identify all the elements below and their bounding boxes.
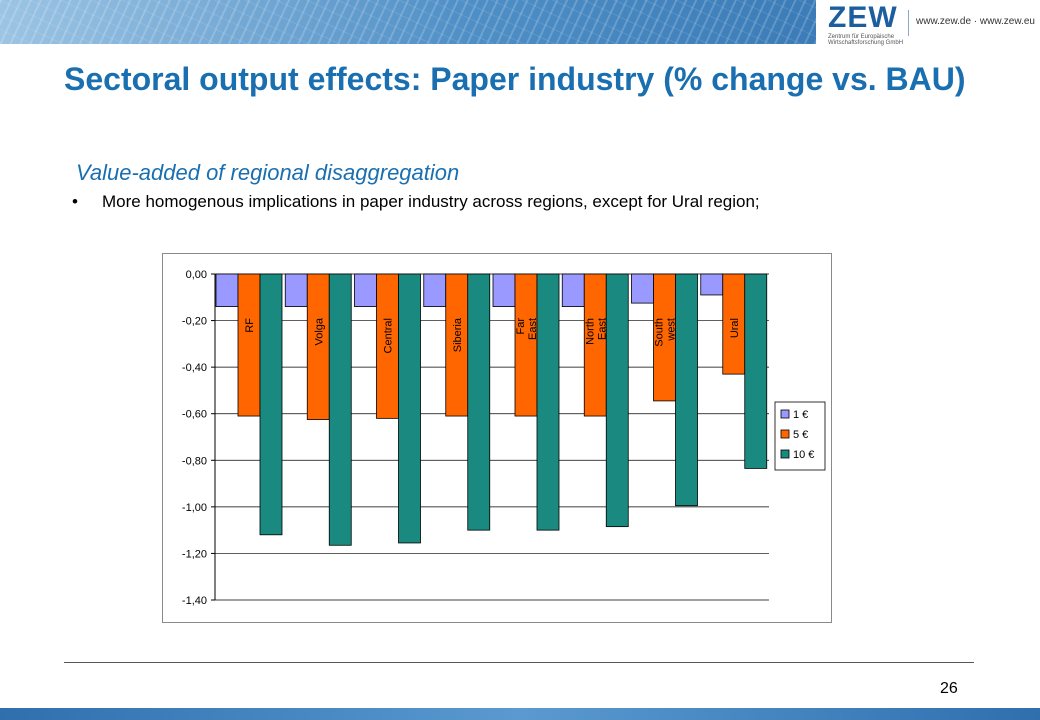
- bar-3-0: [259, 273, 283, 536]
- slide-title: Sectoral output effects: Paper industry …: [64, 61, 966, 97]
- legend-swatch: [780, 429, 790, 439]
- logo-divider: [908, 10, 909, 36]
- footer-divider: [64, 662, 974, 663]
- bullet-text: More homogenous implications in paper in…: [102, 192, 760, 211]
- bar-3-5: [605, 273, 629, 528]
- y-tick-label: -1,40: [182, 595, 207, 607]
- legend-label: 10 €: [793, 449, 814, 461]
- category-label: North: [584, 318, 596, 345]
- legend-swatch: [780, 409, 790, 419]
- y-tick-label: -0,80: [182, 455, 207, 467]
- y-tick-label: -0,40: [182, 362, 207, 374]
- logo-subtext: Zentrum für Europäische Wirtschaftsforsc…: [828, 34, 904, 46]
- bar-1-1: [284, 273, 308, 307]
- bar-1-6: [631, 273, 654, 304]
- slide-subtitle: Value-added of regional disaggregation: [76, 160, 460, 185]
- category-label: west: [666, 318, 678, 342]
- bar-3-3: [467, 273, 491, 531]
- bar-1-5: [561, 273, 585, 307]
- category-label: RF: [244, 318, 256, 333]
- bar-1-3: [423, 273, 447, 307]
- bar-2-1: [306, 273, 330, 420]
- category-label: Far: [515, 318, 527, 335]
- y-tick-label: -0,60: [182, 409, 207, 421]
- category-label: Siberia: [452, 317, 464, 352]
- legend-label: 5 €: [793, 429, 808, 441]
- bar-1-2: [354, 273, 377, 307]
- bar-1-7: [700, 273, 724, 296]
- legend-swatch: [780, 449, 790, 459]
- bar-1-0: [215, 273, 239, 307]
- category-label: East: [596, 318, 608, 340]
- bar-2-0: [237, 273, 261, 417]
- legend-label: 1 €: [793, 409, 808, 421]
- footer-band: [0, 708, 1040, 720]
- bar-chart: 0,00 -0,20 -0,40 -0,60 -0,80 -1,00 -1,20 -1,40 R…: [182, 269, 826, 607]
- category-label: Volga: [313, 317, 325, 345]
- bullet-item: • More homogenous implications in paper …: [72, 189, 972, 214]
- y-tick-label: -1,00: [182, 502, 207, 514]
- bullet-dot: •: [72, 192, 78, 211]
- category-label: South: [654, 318, 666, 347]
- bar-3-2: [398, 273, 421, 544]
- category-label: East: [527, 318, 539, 340]
- y-tick-label: -0,20: [182, 316, 207, 328]
- category-label: Ural: [729, 318, 741, 338]
- bar-3-4: [536, 273, 560, 531]
- bar-3-1: [328, 273, 352, 546]
- y-tick-label: 0,00: [186, 269, 207, 281]
- bar-3-6: [675, 273, 698, 507]
- header-url: www.zew.de · www.zew.eu: [916, 16, 1035, 27]
- bar-2-4: [514, 273, 538, 417]
- y-tick-label: -1,20: [182, 548, 207, 560]
- logo-mark: ZEW: [828, 1, 898, 34]
- page-number: 26: [940, 680, 958, 697]
- bar-3-7: [744, 273, 768, 469]
- zew-logo: ZEW Zentrum für Europäische Wirtschaftsf…: [816, 0, 1040, 46]
- chart-frame: 0,00 -0,20 -0,40 -0,60 -0,80 -1,00 -1,20 -1,40 R…: [162, 253, 832, 623]
- category-label: Central: [383, 318, 395, 353]
- bar-1-4: [492, 273, 516, 307]
